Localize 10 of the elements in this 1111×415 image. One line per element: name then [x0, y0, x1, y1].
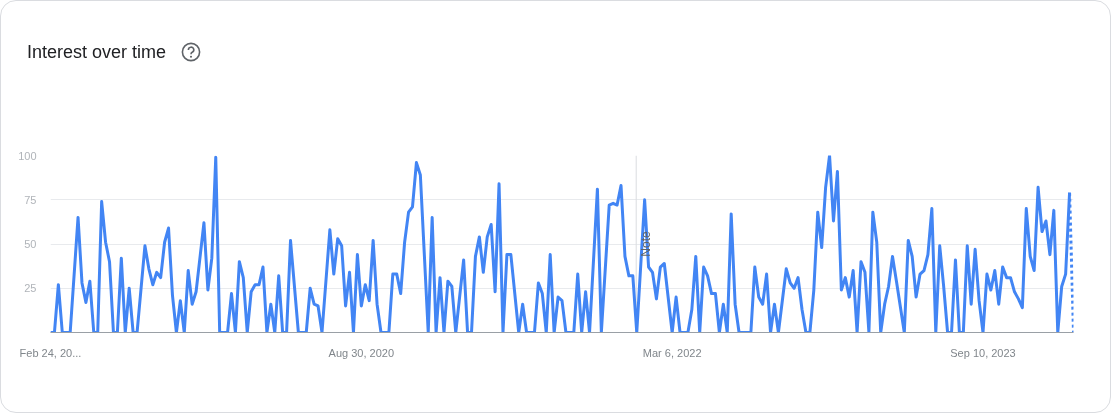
chart-title: Interest over time	[27, 41, 167, 63]
x-tick-label: Mar 6, 2022	[642, 346, 702, 359]
ref-line-label: Note	[639, 231, 654, 257]
y-tick-label: 50	[24, 238, 37, 250]
y-tick-label: 75	[24, 193, 37, 206]
x-tick-label: Sep 10, 2023	[950, 346, 1016, 359]
x-tick-label: Aug 30, 2020	[328, 346, 395, 359]
x-tick-label: Feb 24, 20...	[19, 346, 82, 359]
y-tick-label: 100	[18, 149, 37, 162]
y-tick-label: 25	[24, 282, 37, 295]
